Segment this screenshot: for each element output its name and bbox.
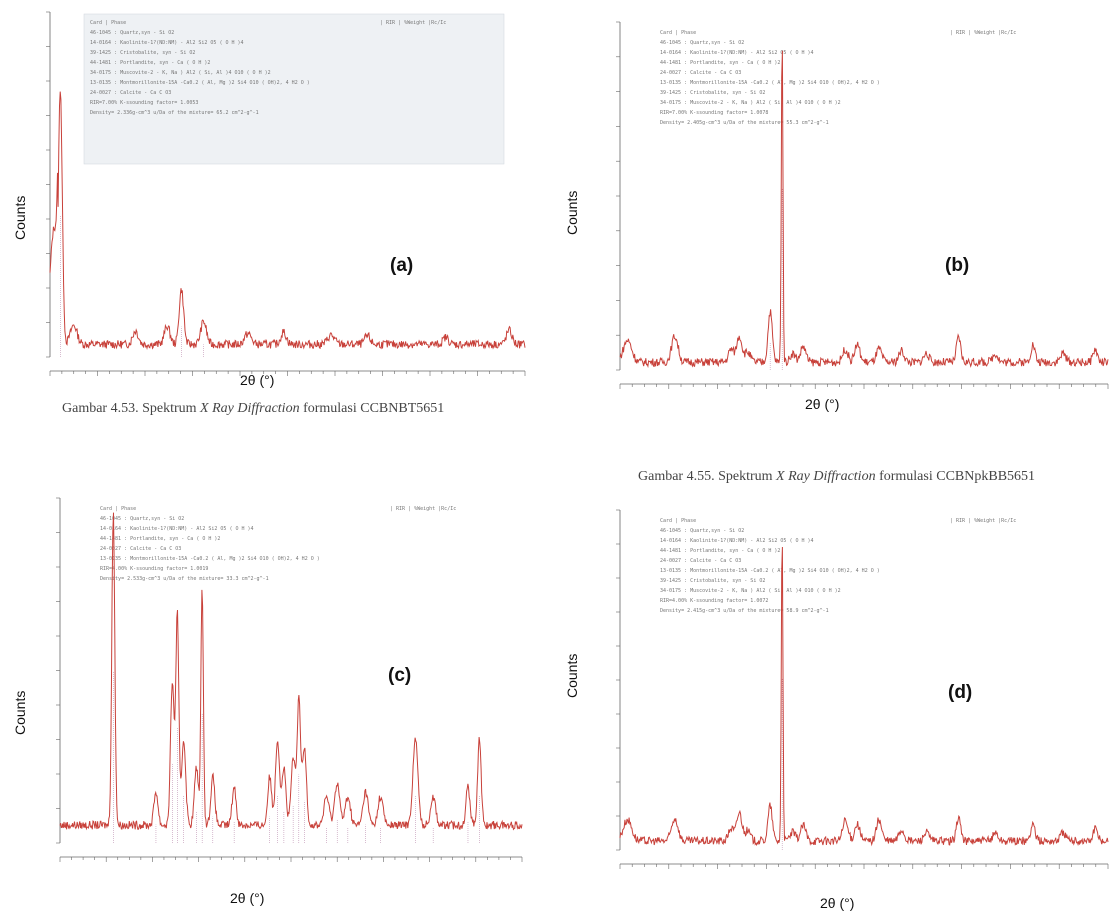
phase-row: 24-0027 : Calcite - Ca C O3 bbox=[100, 546, 181, 552]
phase-row: 14-0164 : Kaolinite-1?(ND:NM) - Al2 Si2 … bbox=[660, 538, 814, 544]
phase-row: 34-0175 : Muscovite-2 - K, Na ) Al2 ( Si… bbox=[660, 100, 841, 106]
phase-table-header-right: | RIR | %Weight |Rc/Ic bbox=[950, 518, 1016, 524]
xrd-trace bbox=[59, 512, 523, 831]
phase-row: 46-1045 : Quartz,syn - Si O2 bbox=[90, 30, 174, 36]
x-axis-label: 2θ (°) bbox=[230, 890, 265, 906]
phase-table-header-right: | RIR | %Weight |Rc/Ic bbox=[380, 20, 446, 26]
y-axis-label: Counts bbox=[12, 195, 28, 240]
phase-row: 44-1481 : Portlandite, syn - Ca ( O H )2 bbox=[660, 60, 780, 66]
phase-row: 39-1425 : Cristobalite, syn - Si O2 bbox=[660, 578, 765, 584]
phase-row: 46-1045 : Quartz,syn - Si O2 bbox=[100, 516, 184, 522]
phase-row: 39-1425 : Cristobalite, syn - Si O2 bbox=[90, 50, 195, 56]
panel-c: Card | Phase | RIR | %Weight |Rc/Ic 46-104… bbox=[0, 490, 540, 915]
phase-table-header: Card | Phase bbox=[100, 506, 136, 512]
phase-table-header: Card | Phase bbox=[660, 518, 696, 524]
phase-table-header: Card | Phase bbox=[90, 20, 126, 26]
figure-caption-453: Gambar 4.53. Spektrum X Ray Diffraction … bbox=[62, 401, 445, 416]
xrd-trace bbox=[619, 546, 1109, 847]
panel-a: Card | Phase | RIR | %Weight |Rc/Ic 46-104… bbox=[0, 0, 540, 400]
x-axis-label: 2θ (°) bbox=[240, 372, 275, 388]
panel-tag: (a) bbox=[390, 255, 414, 276]
phase-row: 44-1481 : Portlandite, syn - Ca ( O H )2 bbox=[660, 548, 780, 554]
phase-row: RIR=7.00% K-ssounding factor= 1.0053 bbox=[90, 100, 198, 106]
phase-row: 24-0027 : Calcite - Ca C O3 bbox=[90, 90, 171, 96]
xrd-plot-a: Card | Phase | RIR | %Weight |Rc/Ic 46-104… bbox=[46, 11, 526, 376]
phase-row: Density= 2.533g-cm^3 u/Da of the mixture… bbox=[100, 576, 269, 582]
xrd-trace bbox=[49, 91, 526, 351]
phase-row: 46-1045 : Quartz,syn - Si O2 bbox=[660, 528, 744, 534]
panel-tag: (b) bbox=[945, 255, 970, 276]
panel-tag: (d) bbox=[948, 682, 973, 703]
y-axis-label: Counts bbox=[564, 653, 580, 698]
panel-tag: (c) bbox=[388, 665, 412, 686]
xrd-plot-c: Card | Phase | RIR | %Weight |Rc/Ic 46-104… bbox=[56, 497, 523, 862]
phase-row: Density= 2.336g-cm^3 u/Da of the mixture… bbox=[90, 110, 259, 116]
x-axis-label: 2θ (°) bbox=[805, 396, 840, 412]
phase-row: 44-1481 : Portlandite, syn - Ca ( O H )2 bbox=[100, 536, 220, 542]
phase-row: 46-1045 : Quartz,syn - Si O2 bbox=[660, 40, 744, 46]
panel-d: Card | Phase | RIR | %Weight |Rc/Ic 46-104… bbox=[560, 490, 1114, 915]
phase-row: Density= 2.405g-cm^3 u/Da of the mixture… bbox=[660, 120, 829, 126]
xrd-trace bbox=[619, 50, 1109, 369]
phase-row: 24-0027 : Calcite - Ca C O3 bbox=[660, 558, 741, 564]
phase-row: 13-0135 : Montmorillonite-15A -Ca0.2 ( A… bbox=[660, 80, 880, 86]
phase-row: 13-0135 : Montmorillonite-15A -Ca0.2 ( A… bbox=[100, 556, 320, 562]
xrd-plot-d: Card | Phase | RIR | %Weight |Rc/Ic 46-104… bbox=[616, 509, 1109, 869]
phase-row: 34-0175 : Muscovite-2 - K, Na ) Al2 ( Si… bbox=[90, 70, 271, 76]
y-axis-label: Counts bbox=[12, 690, 28, 735]
phase-row: 24-0027 : Calcite - Ca C O3 bbox=[660, 70, 741, 76]
phase-row: Density= 2.415g-cm^3 u/Da of the mixture… bbox=[660, 608, 829, 614]
phase-row: 14-0164 : Kaolinite-1?(ND:NM) - Al2 Si2 … bbox=[90, 40, 244, 46]
y-axis-label: Counts bbox=[564, 190, 580, 235]
phase-table-header: Card | Phase bbox=[660, 30, 696, 36]
phase-row: 44-1481 : Portlandite, syn - Ca ( O H )2 bbox=[90, 60, 210, 66]
x-axis-label: 2θ (°) bbox=[820, 895, 855, 911]
figure-caption-455: Gambar 4.55. Spektrum X Ray Diffraction … bbox=[638, 469, 1036, 484]
phase-table-header-right: | RIR | %Weight |Rc/Ic bbox=[390, 506, 456, 512]
phase-row: 14-0164 : Kaolinite-1?(ND:NM) - Al2 Si2 … bbox=[660, 50, 814, 56]
xrd-plot-b: Card | Phase | RIR | %Weight |Rc/Ic 46-104… bbox=[616, 21, 1109, 389]
panel-b: Card | Phase | RIR | %Weight |Rc/Ic 46-104… bbox=[560, 0, 1114, 440]
phase-row: RIR=4.00% K-ssounding factor= 1.0072 bbox=[660, 598, 768, 604]
phase-row: 13-0135 : Montmorillonite-15A -Ca0.2 ( A… bbox=[90, 80, 310, 86]
phase-row: 14-0164 : Kaolinite-1?(ND:NM) - Al2 Si2 … bbox=[100, 526, 254, 532]
phase-table-header-right: | RIR | %Weight |Rc/Ic bbox=[950, 30, 1016, 36]
phase-row: RIR=7.00% K-ssounding factor= 1.0078 bbox=[660, 110, 768, 116]
phase-table-background bbox=[83, 13, 505, 165]
phase-row: 34-0175 : Muscovite-2 - K, Na ) Al2 ( Si… bbox=[660, 588, 841, 594]
phase-row: 13-0135 : Montmorillonite-15A -Ca0.2 ( A… bbox=[660, 568, 880, 574]
phase-row: 39-1425 : Cristobalite, syn - Si O2 bbox=[660, 90, 765, 96]
phase-row: RIR=4.00% K-ssounding factor= 1.0019 bbox=[100, 566, 208, 572]
